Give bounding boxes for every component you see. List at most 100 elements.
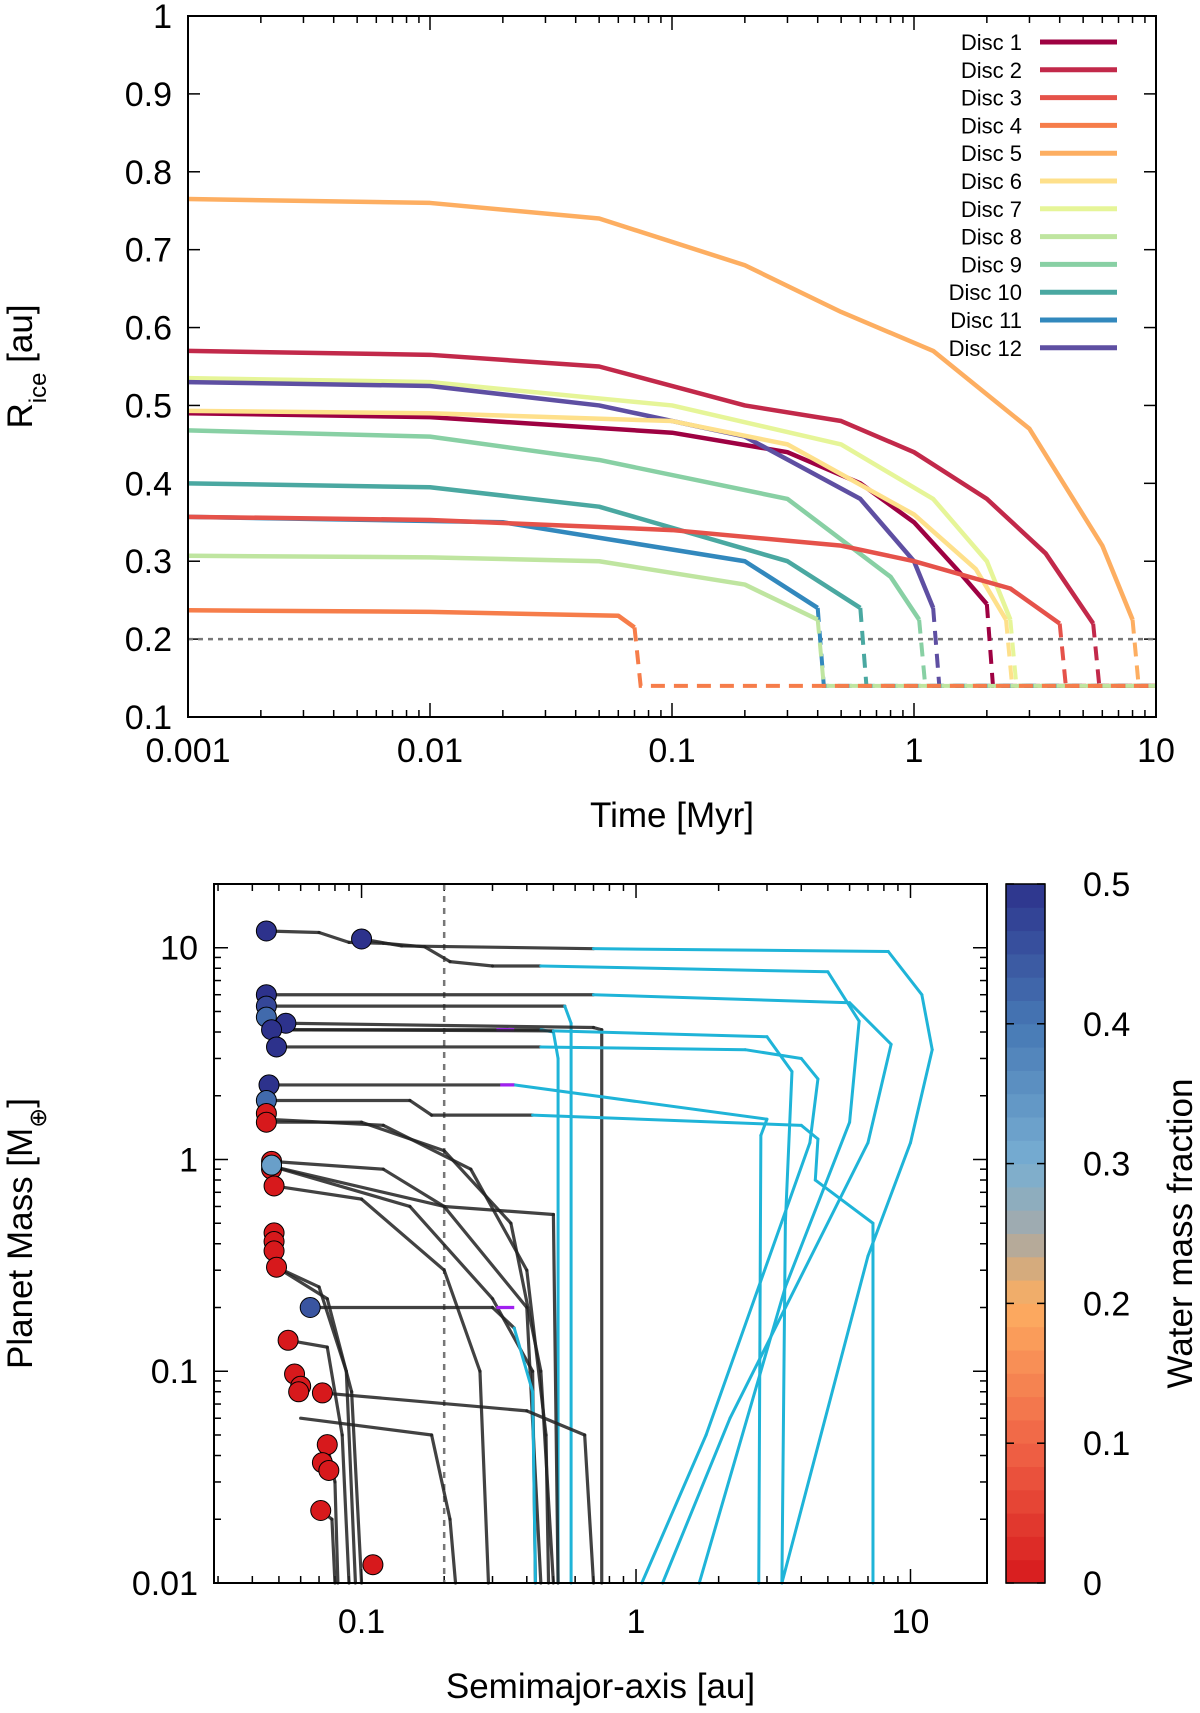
planet-marker — [263, 1175, 285, 1197]
x-tick-label: 0.001 — [145, 732, 230, 770]
series-line-disc-6 — [187, 408, 1008, 621]
colorbar-band — [1006, 1536, 1045, 1561]
y-tick-label: 10 — [160, 930, 198, 968]
colorbar-band — [1006, 1443, 1045, 1467]
series-line-disc-3 — [187, 514, 1062, 626]
track-segment-dry — [284, 1021, 596, 1030]
colorbar-band — [1006, 1419, 1045, 1444]
x-axis-label: Semimajor-axis [au] — [446, 1667, 755, 1706]
y-tick-label: 0.3 — [125, 543, 172, 581]
track-segment-dry — [381, 1123, 473, 1171]
colorbar-frame — [1005, 883, 1046, 1584]
track-segment-dry — [269, 1159, 385, 1171]
track-segment-wet — [780, 1221, 787, 1585]
track-segment-wet — [799, 1056, 820, 1081]
track-segment-wet — [813, 1137, 820, 1182]
colorbar-band — [1006, 1117, 1045, 1141]
colorbar-band — [1006, 977, 1045, 1001]
plot-frame — [187, 15, 1157, 718]
track-segment-dry — [320, 1391, 529, 1413]
colorbar-tick-label: 0.4 — [1083, 1006, 1130, 1044]
track-segment-dry — [448, 1517, 458, 1585]
track-segment-wet — [531, 1390, 537, 1585]
legend-label: Disc 1 — [961, 30, 1022, 55]
track-segment-dry — [448, 960, 495, 968]
legend-label: Disc 11 — [950, 308, 1022, 333]
colorbar-band — [1006, 1303, 1045, 1328]
x-tick-label: 0.1 — [648, 732, 695, 770]
x-tick-label: 10 — [892, 1603, 930, 1641]
track-segment-wet — [551, 1029, 769, 1039]
track-segment-dry — [583, 1433, 596, 1585]
colorbar-tick-label: 0.1 — [1083, 1425, 1130, 1463]
track-segment-wet — [592, 993, 852, 1005]
series-line-disc-9 — [187, 428, 921, 621]
track-segment-dry — [408, 1204, 495, 1301]
planet-marker — [299, 1297, 321, 1319]
track-segment-dry — [478, 1369, 491, 1585]
track-segment-wet — [848, 1019, 861, 1124]
colorbar-band — [1006, 1233, 1045, 1258]
planet-marker — [266, 1036, 288, 1058]
track-segment-wet — [920, 993, 934, 1052]
y-tick-label: 0.9 — [125, 76, 172, 114]
track-segment-dry — [381, 1167, 446, 1209]
planet-marker — [351, 928, 373, 950]
colorbar-band — [1006, 1186, 1045, 1211]
series-dashed-disc-12 — [931, 607, 1156, 688]
planet-marker — [266, 1256, 288, 1278]
colorbar-band — [1006, 1140, 1045, 1165]
track-segment-wet — [640, 1433, 708, 1585]
y-tick-label: 0.1 — [151, 1353, 198, 1391]
colorbar-band — [1006, 1000, 1045, 1025]
colorbar-band — [1006, 1163, 1045, 1188]
series-dashed-disc-4 — [632, 627, 1156, 688]
y-axis-label: Rice [au] — [1, 304, 52, 428]
x-axis-label: Time [Myr] — [590, 796, 754, 835]
track-segment-dry — [442, 1268, 482, 1373]
track-segment-dry — [442, 1204, 529, 1310]
planet-marker — [316, 1434, 338, 1456]
series-line-disc-1 — [187, 410, 989, 606]
planet-mass-chart: 0.01 0.1 1 10 0.1 1 10 Semimajor-axis [au] Plane… — [1, 866, 1200, 1706]
legend-label: Disc 2 — [961, 58, 1022, 83]
track-segment-dry — [269, 1028, 555, 1033]
y-tick-label: 0.5 — [125, 387, 172, 425]
plot-frame — [213, 883, 988, 1584]
track-segment-dry — [325, 1297, 354, 1394]
series-line-disc-7 — [187, 375, 1013, 621]
track-segment-dry — [317, 930, 351, 944]
track-segment-wet — [539, 964, 830, 974]
colorbar-band — [1006, 1350, 1045, 1374]
track-segment-dry — [269, 1164, 412, 1209]
track-segment-wet — [886, 949, 924, 997]
colorbar-band — [1006, 1280, 1045, 1304]
y-tick-label: 0.01 — [132, 1565, 198, 1603]
y-tick-label: 1 — [179, 1141, 198, 1179]
planet-marker — [261, 1154, 283, 1176]
track-segment-dry — [359, 1197, 446, 1272]
track-segment-wet — [799, 1123, 820, 1141]
track-segment-wet — [592, 947, 890, 953]
y-tick-label: 0.4 — [125, 465, 172, 503]
series-line-disc-2 — [187, 348, 1096, 625]
y-axis-label-main: R — [1, 403, 40, 428]
legend-label: Disc 10 — [949, 280, 1022, 305]
colorbar-band — [1006, 930, 1045, 955]
track-segment-dry — [333, 1480, 340, 1585]
series-line-disc-10 — [187, 481, 862, 610]
track-segment-wet — [866, 1141, 912, 1258]
track-segment-wet — [757, 1133, 763, 1585]
legend-label: Disc 4 — [961, 113, 1022, 138]
legend-label: Disc 8 — [961, 225, 1022, 250]
y-axis-label-end: ] — [1, 1098, 40, 1108]
track-segment-wet — [908, 1048, 934, 1145]
colorbar-band — [1006, 953, 1045, 978]
colorbar-band — [1006, 1256, 1045, 1281]
colorbar-band — [1006, 1326, 1045, 1351]
track-segment-wet — [743, 1048, 803, 1060]
colorbar-band — [1006, 1396, 1045, 1421]
track-segment-wet — [759, 1117, 769, 1137]
track-segment-wet — [661, 1416, 732, 1585]
